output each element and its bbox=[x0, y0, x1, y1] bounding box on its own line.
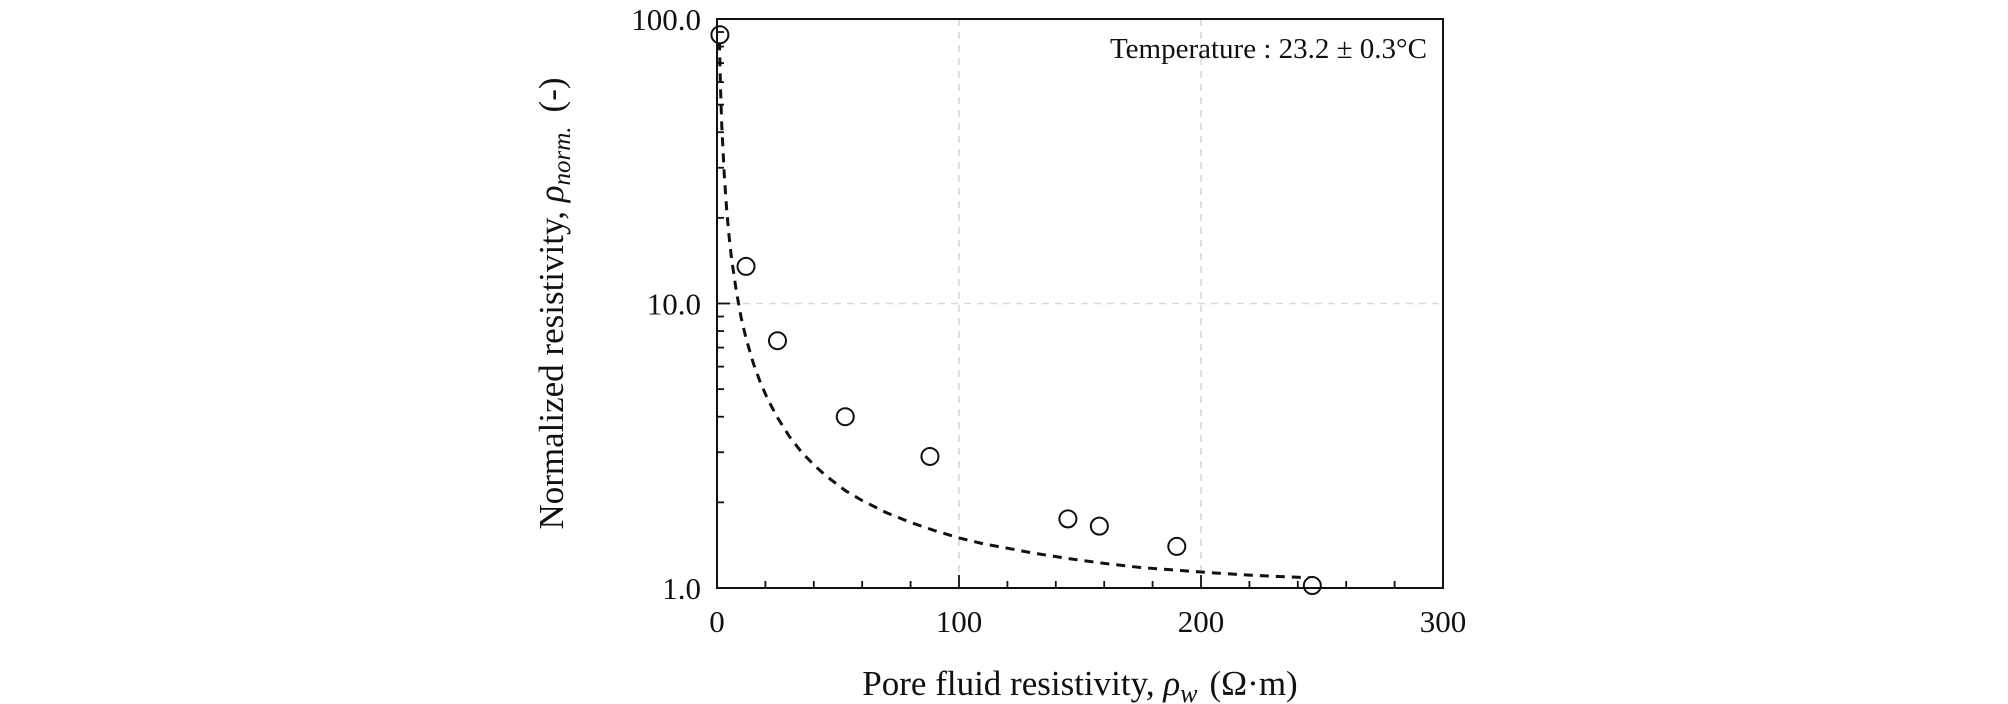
y-axis-label: Normalized resistivity, ρnorm. (-) bbox=[532, 77, 576, 529]
data-point bbox=[1167, 536, 1187, 556]
x-axis-label: Pore fluid resistivity, ρw (Ω·m) bbox=[862, 664, 1297, 704]
y-axis-label-prefix: Normalized resistivity, bbox=[532, 202, 571, 529]
x-tick-label: 300 bbox=[1420, 604, 1467, 639]
temperature-annotation: Temperature : 23.2 ± 0.3°C bbox=[1110, 33, 1427, 65]
y-tick-labels: 1.0 10.0 100.0 bbox=[631, 2, 701, 606]
y-axis-label-unit: (-) bbox=[532, 77, 571, 112]
y-tick-label: 1.0 bbox=[662, 571, 701, 606]
data-point bbox=[1089, 516, 1109, 536]
y-axis-label-symbol: ρ bbox=[532, 185, 571, 203]
axis-ticks bbox=[716, 18, 1444, 589]
x-tick-label: 200 bbox=[1178, 604, 1225, 639]
data-point bbox=[1058, 509, 1078, 529]
data-point bbox=[835, 407, 855, 427]
data-point bbox=[736, 256, 756, 276]
x-axis-label-subscript: w bbox=[1180, 679, 1198, 704]
x-axis-label-prefix: Pore fluid resistivity, bbox=[862, 664, 1163, 703]
x-axis-label-symbol: ρ bbox=[1162, 664, 1180, 703]
fit-curve-layer bbox=[717, 41, 1313, 580]
data-point bbox=[768, 331, 787, 351]
grid-lines bbox=[717, 19, 1443, 588]
data-points bbox=[710, 25, 1322, 596]
x-tick-label: 0 bbox=[709, 604, 725, 639]
x-tick-labels: 0 100 200 300 bbox=[709, 604, 1466, 639]
fit-curve bbox=[717, 41, 1313, 580]
x-axis-label-unit: (Ω·m) bbox=[1210, 664, 1298, 703]
data-point bbox=[920, 446, 940, 466]
data-point bbox=[710, 25, 730, 45]
data-point bbox=[1302, 576, 1322, 596]
y-tick-label: 100.0 bbox=[631, 2, 701, 37]
y-axis-label-subscript: norm. bbox=[549, 126, 576, 185]
y-tick-label: 10.0 bbox=[647, 287, 701, 322]
x-tick-label: 100 bbox=[936, 604, 983, 639]
